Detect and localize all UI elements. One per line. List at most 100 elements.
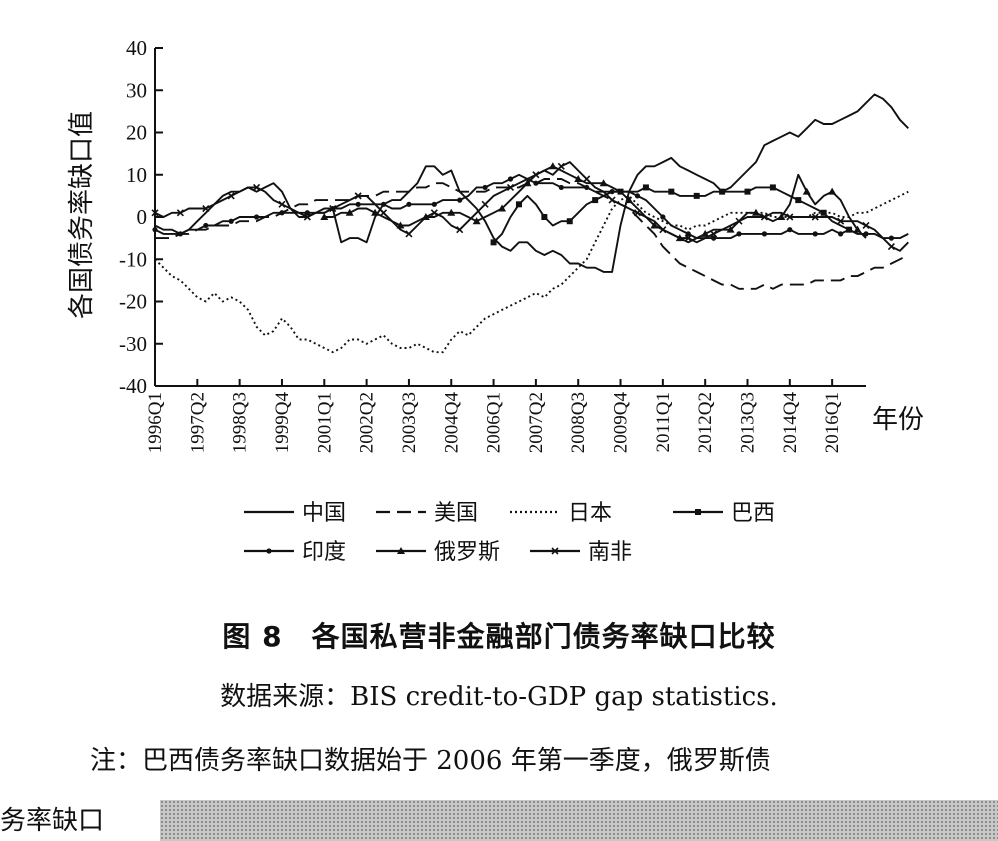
y-axis-label: 各国债务率缺口值 [67, 111, 97, 319]
series-point [151, 209, 159, 217]
y-tick-label: -10 [119, 247, 147, 271]
x-tick-label: 2003Q3 [399, 392, 420, 453]
series-point [279, 210, 285, 216]
series-point [558, 184, 564, 191]
series-point [769, 184, 776, 191]
series-point [711, 235, 717, 241]
series-point [481, 200, 489, 208]
series-point [355, 201, 361, 207]
series-point [406, 201, 412, 207]
series-point [726, 225, 735, 233]
legend-item: 俄罗斯 [376, 540, 500, 565]
scan-artifact [160, 800, 998, 841]
series-point [303, 213, 311, 221]
legend-label: 巴西 [731, 501, 775, 526]
series-point [760, 213, 768, 221]
x-tick-label: 2006Q1 [484, 392, 505, 453]
series-point [472, 217, 481, 225]
series-point [456, 226, 464, 234]
series-point [684, 234, 692, 242]
series-point [431, 201, 437, 207]
y-tick-label: -30 [119, 332, 147, 356]
legend-label: 日本 [568, 501, 612, 526]
y-tick-label: 30 [126, 78, 147, 102]
legend-label: 中国 [302, 501, 346, 526]
series-point [482, 184, 488, 191]
series-line [154, 93, 909, 273]
series-point [557, 162, 565, 170]
series-point [457, 197, 463, 203]
series-point [719, 188, 726, 195]
legend-label: 俄罗斯 [434, 540, 500, 565]
series-point [523, 179, 532, 187]
series-point [863, 231, 869, 237]
x-tick-label: 2008Q3 [568, 392, 589, 453]
series-4 [152, 173, 909, 241]
y-tick-label: 40 [126, 36, 147, 60]
series-point [802, 187, 811, 195]
series-line [154, 161, 909, 252]
legend-item: 巴西 [673, 501, 775, 526]
legend-item: 美国 [376, 501, 478, 526]
series-point [811, 213, 819, 221]
x-tick-label: 2011Q1 [653, 392, 674, 453]
legend-item: 南非 [530, 540, 632, 565]
series-point [599, 179, 608, 187]
series-point [862, 221, 870, 230]
series-point [744, 188, 751, 195]
series-point [371, 208, 380, 216]
x-tick-label: 2013Q3 [738, 392, 759, 453]
series-point [583, 175, 591, 183]
x-tick-label: 2012Q2 [695, 392, 716, 453]
x-tick-label: 2009Q4 [611, 392, 632, 454]
series-point [430, 209, 438, 217]
series-point [320, 213, 329, 220]
series-point [152, 227, 158, 233]
series-point [735, 217, 743, 225]
data-source: 数据来源：BIS credit-to-GDP gap statistics. [220, 682, 778, 712]
series-point [592, 197, 599, 204]
y-tick-label: 0 [137, 205, 148, 229]
series-point [820, 209, 827, 216]
series-point [786, 213, 794, 221]
series-point [659, 226, 667, 234]
series-point [838, 231, 844, 237]
series-point [345, 208, 354, 216]
legend-label: 美国 [434, 501, 478, 526]
series-point [202, 204, 210, 213]
series-layer [151, 93, 909, 354]
series-point [533, 180, 539, 186]
legend-item: 印度 [244, 540, 346, 565]
legend-label: 南非 [588, 540, 632, 565]
series-point [506, 183, 515, 191]
x-tick-label: 2014Q4 [780, 392, 801, 454]
series-point [625, 196, 633, 204]
series-point [541, 214, 548, 220]
series-point [787, 227, 793, 233]
series-point [490, 239, 497, 246]
series-point [380, 201, 387, 207]
legend-item: 中国 [244, 501, 346, 526]
x-tick-label: 1998Q3 [230, 392, 251, 453]
series-point [761, 231, 768, 237]
x-tick-label: 1996Q1 [145, 392, 166, 453]
series-point [685, 231, 691, 237]
series-point [642, 184, 649, 191]
series-point [837, 217, 845, 225]
legend-item: 日本 [510, 501, 612, 526]
series-point [253, 214, 260, 220]
series-point [227, 192, 235, 200]
series-point [608, 196, 616, 204]
x-tick-label: 2016Q1 [822, 392, 843, 453]
series-point [609, 189, 615, 195]
series-point [532, 171, 540, 179]
series-point [660, 214, 666, 220]
series-line [324, 165, 867, 244]
series-point [828, 187, 837, 195]
series-point [887, 243, 895, 251]
series-point [507, 176, 514, 182]
series-point [812, 231, 818, 237]
figure-caption: 图 8 各国私营非金融部门债务率缺口比较 [222, 620, 776, 653]
